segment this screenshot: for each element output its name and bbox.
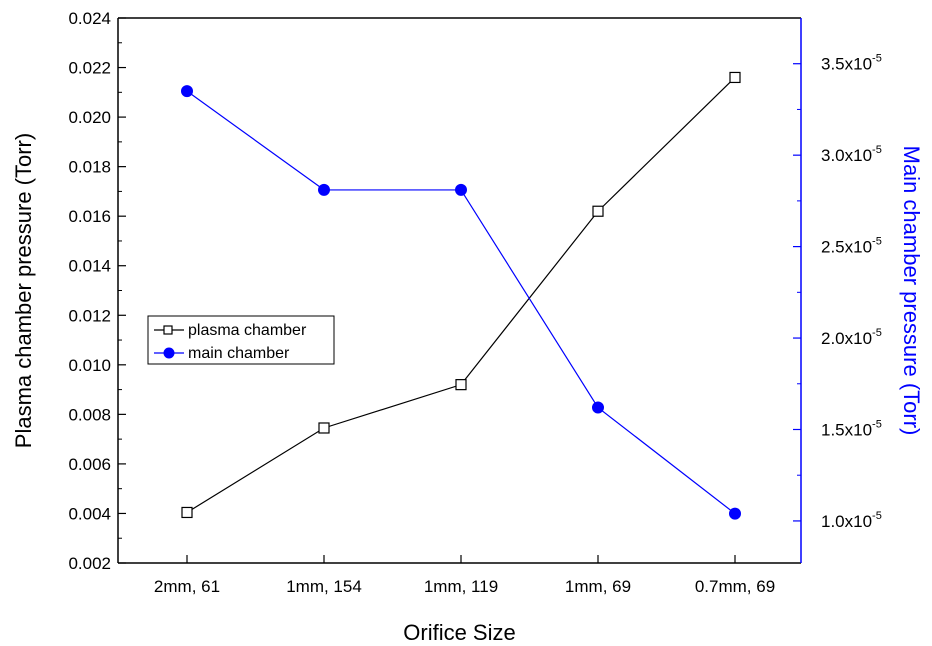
data-point-plasma-chamber [729, 71, 741, 84]
legend-label: main chamber [188, 345, 290, 362]
series-line-plasma-chamber [186, 77, 736, 513]
y-left-tick-label: 0.018 [68, 158, 111, 177]
y-left-tick-label: 0.008 [68, 405, 111, 424]
y-left-tick-label: 0.016 [68, 207, 111, 226]
axes: 0.002 0.004 0.006 0.008 0.010 0.012 0.014 0.016… [68, 9, 881, 596]
y-right-tick-label: 3.5x10-5 [821, 53, 882, 74]
x-tick-label: 1mm, 69 [565, 577, 631, 596]
data-point-plasma-chamber [592, 205, 604, 217]
series-line-main-chamber [186, 90, 736, 515]
x-axis-title: Orifice Size [403, 620, 515, 645]
y-right-tick-label: 3.0x10-5 [821, 144, 882, 165]
legend-box [147, 315, 335, 365]
legend-marker [163, 347, 175, 359]
y-right-tick-label: 1.5x10-5 [821, 418, 882, 439]
data-point-plasma-chamber [318, 422, 330, 434]
y-left-tick-label: 0.006 [68, 455, 111, 474]
data-point-plasma-chamber [181, 506, 193, 519]
series-layer [181, 71, 741, 520]
y-right-tick-label: 2.0x10-5 [821, 327, 882, 348]
data-point-main-chamber [592, 401, 604, 414]
legend: plasma chamber main chamber [147, 315, 335, 365]
y-left-tick-label: 0.022 [68, 59, 111, 78]
x-tick-label: 1mm, 154 [286, 577, 362, 596]
y-left-tick-label: 0.014 [68, 257, 111, 276]
y-left-tick-label: 0.010 [68, 356, 111, 375]
y-right-tick-label: 1.0x10-5 [821, 510, 882, 531]
x-tick-label: 0.7mm, 69 [695, 577, 775, 596]
legend-label: plasma chamber [188, 322, 307, 339]
y-left-tick-label: 0.002 [68, 554, 111, 573]
y-right-tick-label: 2.5x10-5 [821, 236, 882, 257]
data-point-main-chamber [181, 85, 193, 98]
y-left-tick-label: 0.012 [68, 306, 111, 325]
data-point-main-chamber [318, 183, 330, 196]
y-left-tick-label: 0.004 [68, 504, 111, 523]
y-left-tick-label: 0.024 [68, 9, 111, 28]
y-right-axis-title: Main chamber pressure (Torr) [899, 146, 924, 436]
x-tick-label: 1mm, 119 [424, 577, 498, 596]
data-point-plasma-chamber [455, 379, 467, 391]
legend-marker [163, 325, 173, 335]
data-point-main-chamber [455, 183, 467, 196]
data-point-main-chamber [729, 507, 741, 520]
y-left-axis-title: Plasma chamber pressure (Torr) [11, 133, 36, 448]
x-tick-label: 2mm, 61 [154, 577, 220, 596]
y-left-tick-label: 0.020 [68, 108, 111, 127]
